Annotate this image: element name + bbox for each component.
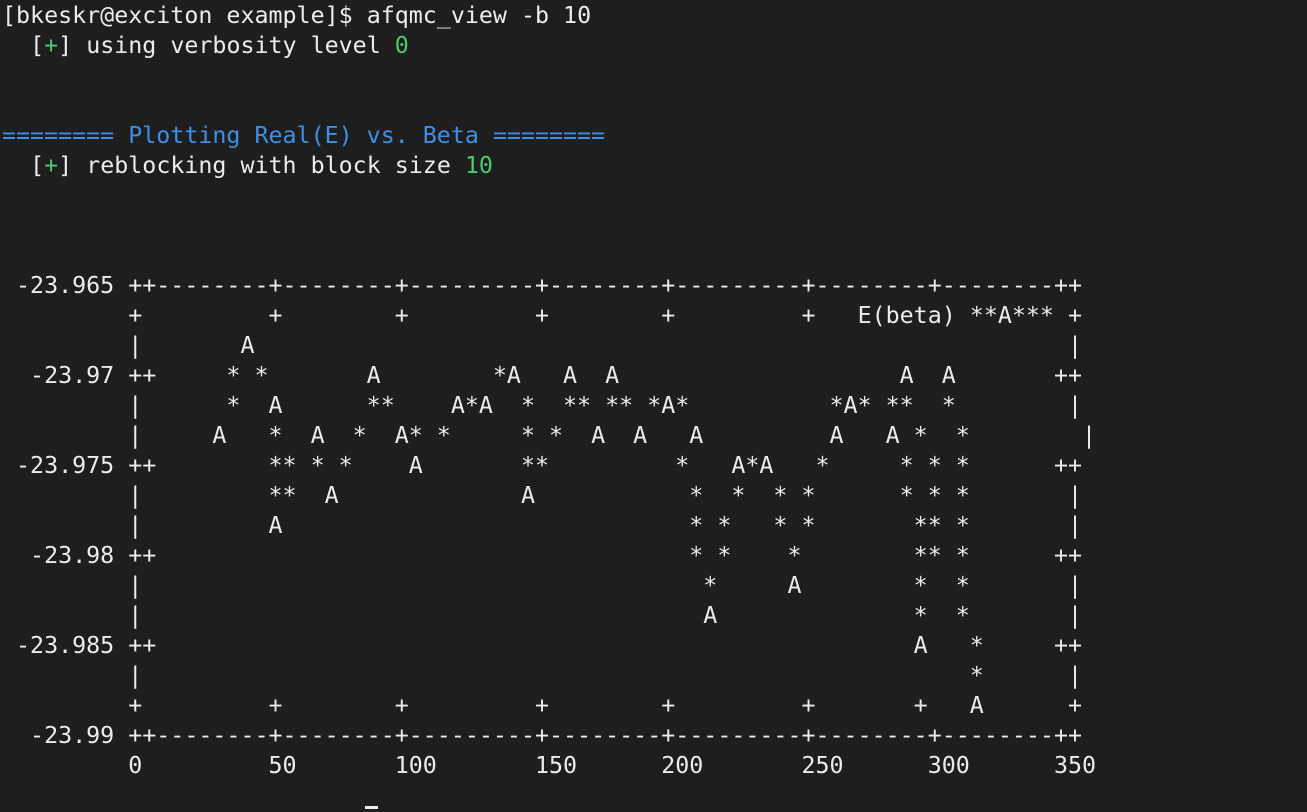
blank-line (2, 61, 1307, 91)
plot-line: 0 50 100 150 200 250 300 350 (2, 752, 1097, 779)
plot-line: -23.97 ++ * * A *A A A A A ++ (2, 362, 1082, 389)
command-text: afqmc_view -b 10 (366, 2, 592, 29)
plot-line: | A | (2, 332, 1082, 359)
block-size-value: 10 (464, 152, 493, 179)
plot-line: | * | (2, 662, 1082, 689)
plot-header: ======== Plotting Real(E) vs. Beta =====… (2, 122, 606, 149)
ascii-plot: -23.965 ++--------+--------+---------+--… (2, 271, 1307, 781)
plot-line: | A * * * * ** * | (2, 512, 1082, 539)
text-cursor (365, 806, 378, 809)
plot-line: -23.985 ++ A * ++ (2, 632, 1082, 659)
verbosity-text: using verbosity level (86, 32, 395, 59)
bracket-close: ] (58, 152, 87, 179)
reblock-text: reblocking with block size (86, 152, 465, 179)
bracket-open: [ (30, 152, 45, 179)
plot-line: + + + + + + + A + (2, 692, 1082, 719)
verbosity-message: [+] using verbosity level 0 (2, 31, 1307, 61)
plot-line: -23.975 ++ ** * * A ** * A*A * * * * ++ (2, 452, 1082, 479)
reblock-message: [+] reblocking with block size 10 (2, 151, 1307, 181)
blank-line (2, 91, 1307, 121)
prompt-text: [bkeskr@exciton example]$ (2, 2, 367, 29)
verbosity-value: 0 (394, 32, 409, 59)
indent (2, 32, 30, 59)
plot-line: | * A ** A*A * ** ** *A* *A* ** * | (2, 392, 1082, 419)
blank-line (2, 241, 1307, 271)
plus-marker: + (44, 32, 59, 59)
plot-line: + + + + + + E(beta) **A*** + (2, 302, 1082, 329)
bracket-close: ] (58, 32, 87, 59)
plot-line: -23.99 ++--------+--------+---------+---… (2, 722, 1082, 749)
plot-line: | A * * | (2, 602, 1082, 629)
plot-line: -23.965 ++--------+--------+---------+--… (2, 272, 1082, 299)
plot-line: | ** A A * * * * * * * | (2, 482, 1082, 509)
indent (2, 152, 30, 179)
blank-line (2, 181, 1307, 211)
plot-line: | * A * * | (2, 572, 1082, 599)
plus-marker: + (44, 152, 59, 179)
plot-line: | A * A * A* * * * A A A A A * * | (2, 422, 1097, 449)
blank-line (2, 211, 1307, 241)
prompt-line: [bkeskr@exciton example]$ afqmc_view -b … (2, 1, 1307, 31)
bracket-open: [ (30, 32, 45, 59)
plot-line: -23.98 ++ * * * ** * ++ (2, 542, 1082, 569)
